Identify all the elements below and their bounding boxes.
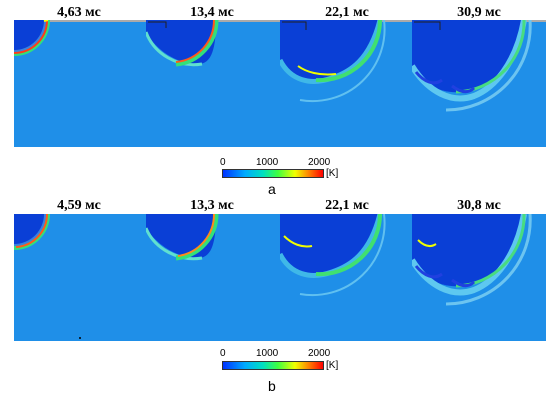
time-label-a3: 22,1 мс: [325, 5, 369, 20]
time-label-b3: 22,1 мс: [325, 198, 369, 213]
time-label-b4: 30,8 мс: [457, 198, 501, 213]
simulation-frame-a3: [280, 20, 414, 147]
simulation-frame-b4: [412, 214, 546, 341]
colorbar-b: [222, 361, 324, 370]
simulation-frame-a1: [14, 20, 148, 147]
simulation-frame-b3: [280, 214, 414, 341]
colorbar-b-tick-0: 0: [220, 348, 226, 359]
colorbar-a-tick-0: 0: [220, 157, 226, 168]
subfigure-label-a: a: [268, 181, 276, 197]
simulation-frame-a2: [146, 20, 280, 147]
time-label-b2: 13,3 мс: [190, 198, 234, 213]
simulation-frame-b2: [146, 214, 280, 341]
colorbar-a-tick-2000: 2000: [308, 157, 331, 168]
colorbar-b-tick-2000: 2000: [308, 348, 331, 359]
time-label-a2: 13,4 мс: [190, 5, 234, 20]
simulation-frame-b1: [14, 214, 148, 341]
colorbar-a-tick-1000: 1000: [256, 157, 279, 168]
time-label-a1: 4,63 мс: [57, 5, 101, 20]
colorbar-a: [222, 169, 324, 178]
time-label-b1: 4,59 мс: [57, 198, 101, 213]
time-label-a4: 30,9 мс: [457, 5, 501, 20]
subfigure-label-b: b: [268, 378, 276, 394]
colorbar-a-unit: [K]: [326, 168, 339, 179]
colorbar-b-unit: [K]: [326, 360, 339, 371]
colorbar-b-tick-1000: 1000: [256, 348, 279, 359]
simulation-frame-a4: [412, 20, 546, 147]
